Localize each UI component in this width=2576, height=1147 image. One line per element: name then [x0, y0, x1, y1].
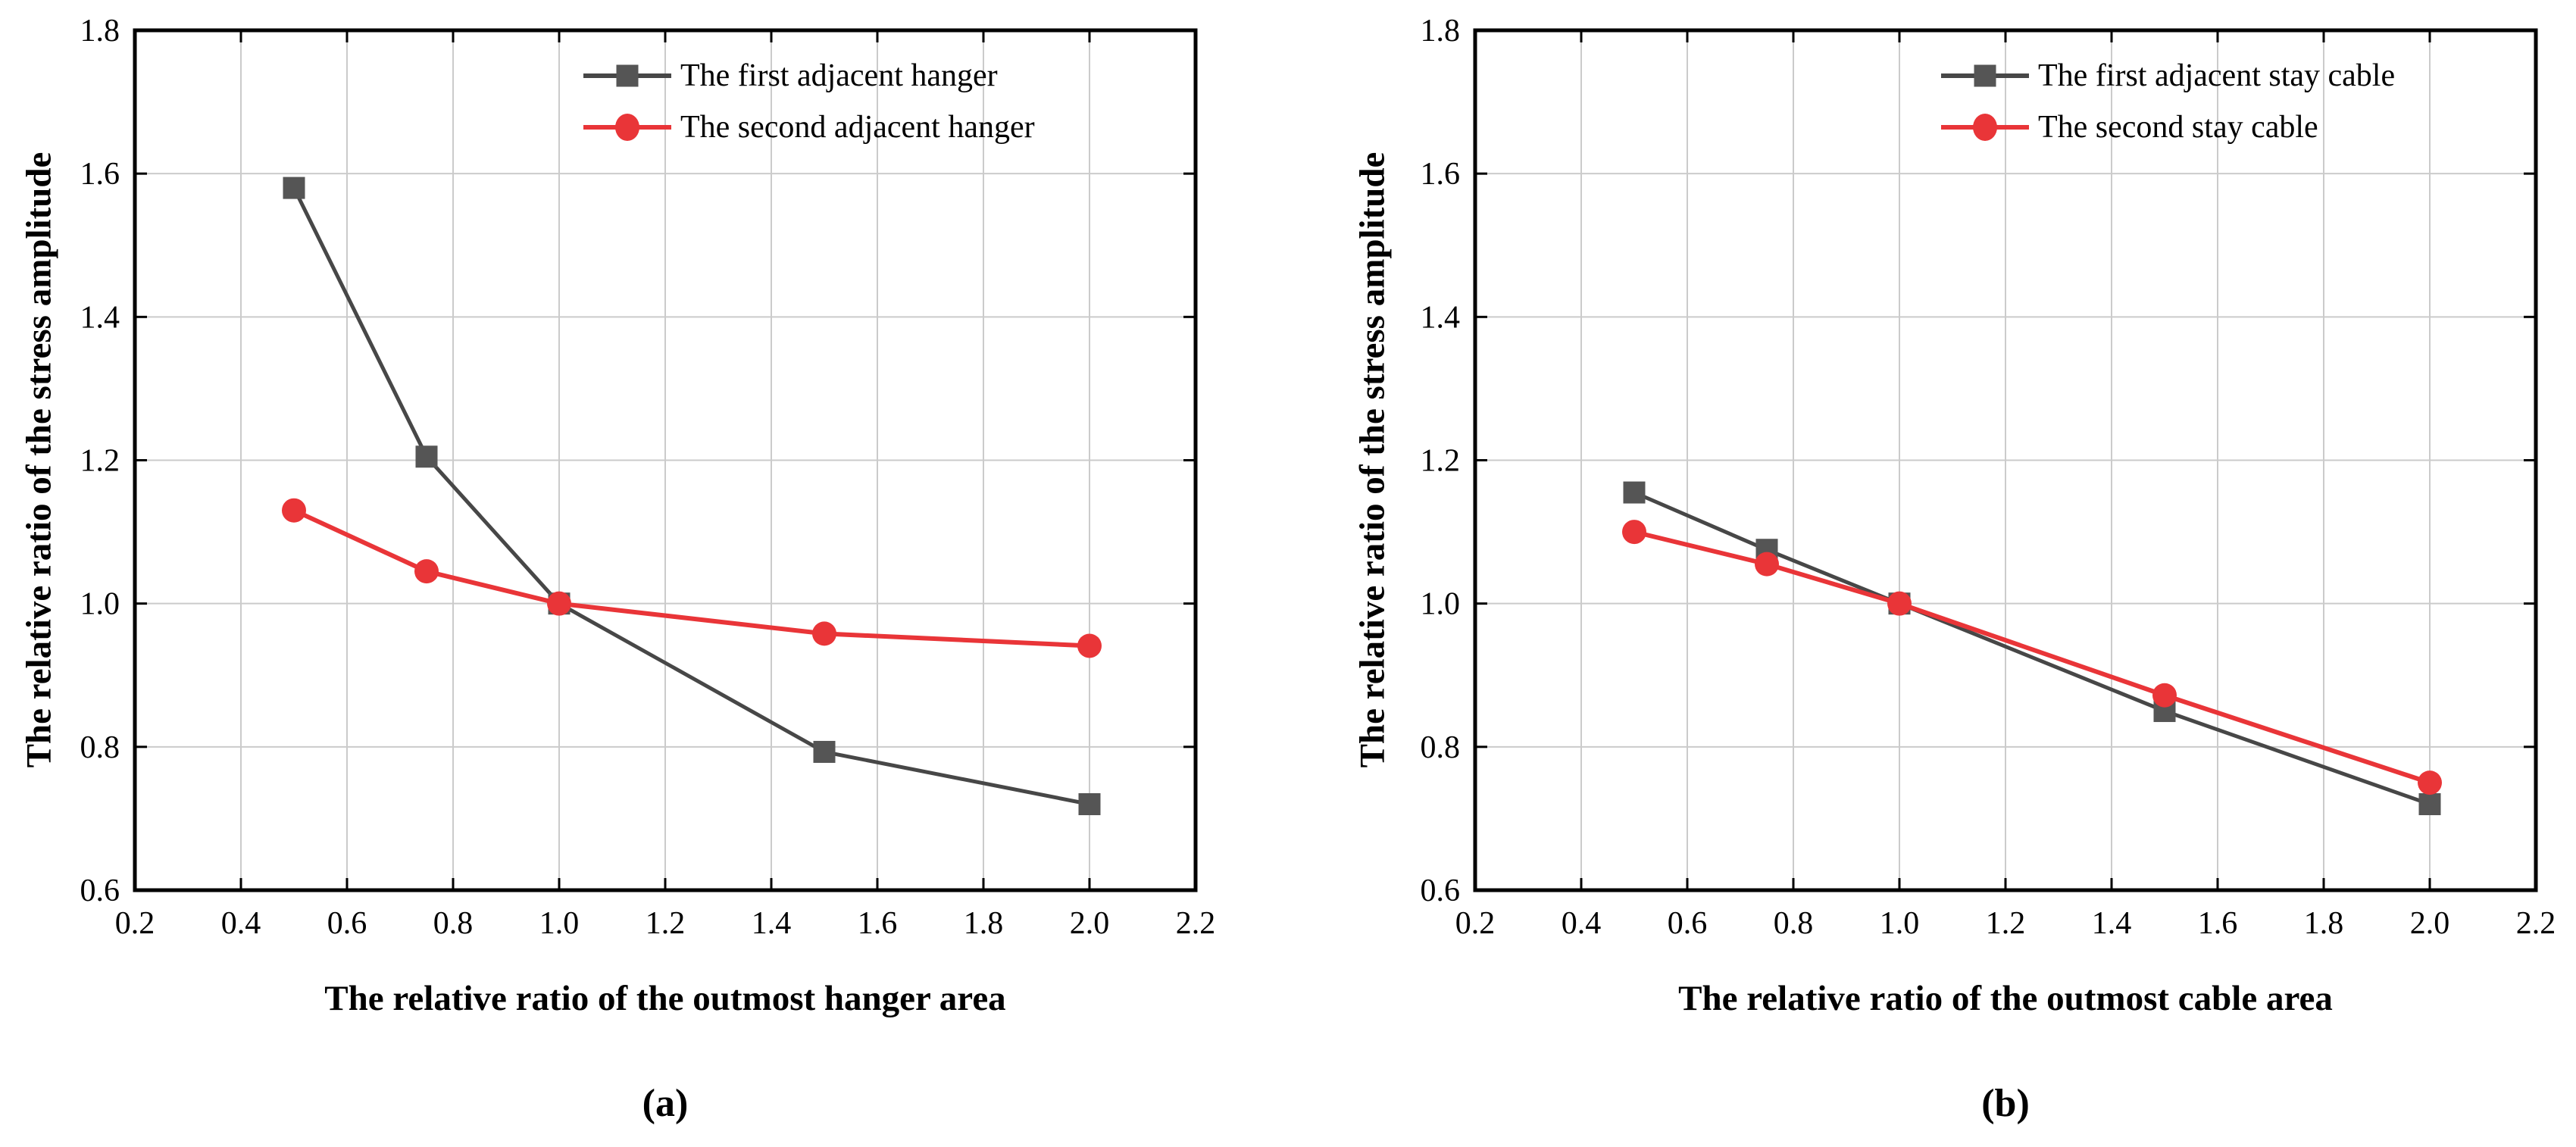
x-tick-label: 0.8 — [433, 906, 474, 941]
x-tick-label: 1.4 — [752, 906, 792, 941]
x-tick-label: 0.4 — [221, 906, 261, 941]
legend-marker-square-icon — [1941, 64, 2029, 87]
x-tick-label: 1.0 — [539, 906, 580, 941]
data-point-circle — [547, 591, 571, 616]
data-point-circle — [282, 498, 306, 523]
legend-square — [1974, 64, 1996, 87]
legend-item: The first adjacent hanger — [582, 59, 1035, 92]
x-tick-label: 0.2 — [115, 906, 155, 941]
legend-label: The second adjacent hanger — [680, 110, 1035, 145]
x-tick-label: 2.2 — [2516, 906, 2556, 941]
plot-frame — [133, 28, 1198, 892]
x-tick-label: 0.4 — [1562, 906, 1602, 941]
y-axis-title-a: The relative ratio of the stress amplitu… — [19, 152, 59, 768]
data-point-circle — [1077, 633, 1102, 658]
y-tick-label: 1.2 — [1421, 444, 1461, 479]
x-tick-label: 0.8 — [1774, 906, 1814, 941]
x-tick-label: 0.6 — [327, 906, 367, 941]
x-tick-label: 1.2 — [1986, 906, 2026, 941]
legend-label: The first adjacent hanger — [680, 58, 998, 93]
data-point-circle — [2152, 683, 2177, 708]
x-tick-label: 0.2 — [1455, 906, 1496, 941]
x-tick-label: 1.0 — [1880, 906, 1920, 941]
panel-label-a: (a) — [642, 1082, 689, 1125]
y-tick-label: 1.6 — [1421, 157, 1461, 192]
y-tick-label: 1.4 — [1421, 300, 1461, 335]
y-tick-label: 0.8 — [1421, 730, 1461, 765]
x-tick-label: 1.6 — [858, 906, 898, 941]
panel-a: 0.2 0.4 0.6 0.8 1.0 1.2 1.4 1.6 1.8 2.0 2.2 0.6 0.8 1… — [19, 14, 1216, 1125]
panel-label-b: (b) — [1981, 1082, 2030, 1125]
data-point-square — [1623, 481, 1646, 504]
data-point-circle — [1755, 552, 1779, 577]
panel-b: 0.2 0.4 0.6 0.8 1.0 1.2 1.4 1.6 1.8 2.0 2.2 0.6 0.8 1… — [1288, 0, 2576, 1147]
y-tick-label: 0.8 — [80, 730, 120, 765]
data-point-circle — [414, 559, 439, 584]
y-axis-title-b: The relative ratio of the stress amplitu… — [1352, 152, 1393, 768]
plot-frame — [1473, 28, 2538, 892]
y-tick-label: 1.2 — [80, 444, 120, 479]
x-tick-label: 1.6 — [2198, 906, 2238, 941]
series-line-1 — [292, 508, 1090, 649]
legend-item: The first adjacent stay cable — [1940, 59, 2395, 92]
data-point-square — [415, 445, 438, 468]
x-tick-label: 1.8 — [2304, 906, 2344, 941]
legend-b: The first adjacent stay cable The second… — [1940, 59, 2395, 144]
data-point-circle — [1622, 520, 1646, 545]
legend-item: The second stay cable — [1940, 111, 2395, 144]
x-axis-title-b: The relative ratio of the outmost cable … — [1678, 979, 2333, 1018]
data-point-square — [283, 177, 305, 199]
legend-label: The first adjacent stay cable — [2038, 58, 2396, 93]
legend-marker-square-icon — [583, 64, 671, 87]
plot-area-b: 0.2 0.4 0.6 0.8 1.0 1.2 1.4 1.6 1.8 2.0 2.2 0.6 0.8 1… — [1421, 14, 2556, 941]
x-tick-label: 2.0 — [1070, 906, 1110, 941]
data-point-circle — [2418, 770, 2442, 795]
y-tick-label: 1.0 — [80, 587, 120, 622]
legend-item: The second adjacent hanger — [582, 111, 1035, 144]
data-point-circle — [812, 621, 836, 646]
data-point-square — [1078, 793, 1101, 815]
x-tick-label: 1.4 — [2092, 906, 2132, 941]
legend-circle — [615, 114, 639, 141]
y-tick-label: 1.6 — [80, 157, 120, 192]
data-point-square — [2418, 793, 2441, 815]
y-tick-label: 1.4 — [80, 300, 120, 335]
y-tick-label: 0.6 — [80, 874, 120, 908]
x-tick-label: 1.8 — [964, 906, 1004, 941]
y-tick-label: 1.0 — [1421, 587, 1461, 622]
x-tick-label: 0.6 — [1668, 906, 1708, 941]
legend-marker-circle-icon — [1941, 114, 2029, 141]
x-tick-label: 2.0 — [2410, 906, 2450, 941]
x-tick-label: 2.2 — [1176, 906, 1216, 941]
y-tick-label: 1.8 — [1421, 14, 1461, 48]
legend-square — [616, 64, 639, 87]
legend-circle — [1973, 114, 1997, 141]
legend-a: The first adjacent hanger The second adj… — [582, 59, 1035, 144]
x-tick-label: 1.2 — [646, 906, 686, 941]
x-axis-title-a: The relative ratio of the outmost hanger… — [324, 979, 1006, 1018]
data-point-circle — [1887, 591, 1912, 616]
data-point-square — [813, 740, 836, 763]
y-tick-label: 0.6 — [1421, 874, 1461, 908]
plot-area-a: 0.2 0.4 0.6 0.8 1.0 1.2 1.4 1.6 1.8 2.0 2.2 0.6 0.8 1… — [80, 14, 1216, 941]
legend-label: The second stay cable — [2038, 110, 2318, 145]
series-line-0 — [292, 186, 1090, 806]
y-tick-label: 1.8 — [80, 14, 120, 48]
legend-marker-circle-icon — [583, 114, 671, 141]
